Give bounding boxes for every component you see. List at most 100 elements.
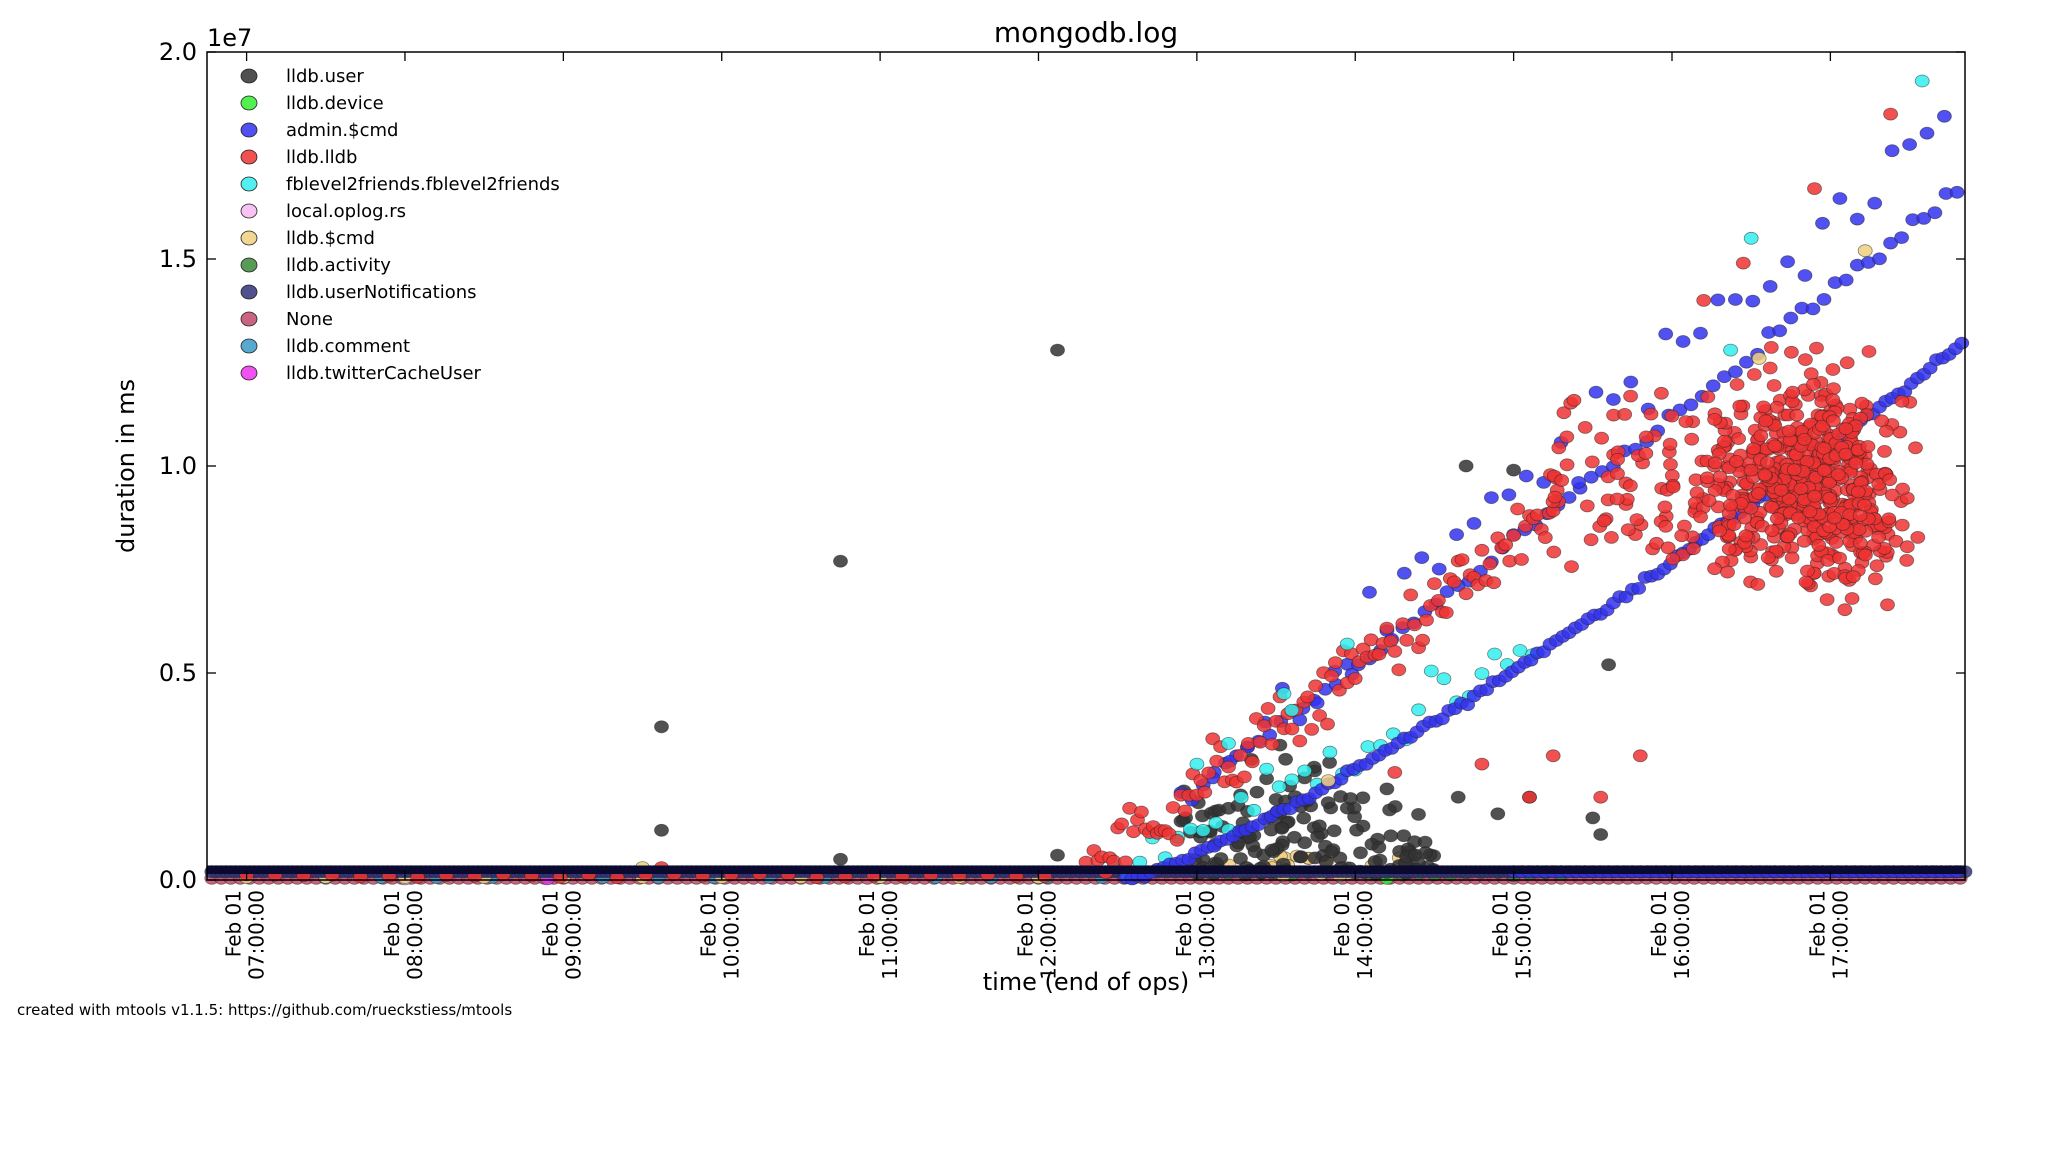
point-lldb-lldb bbox=[1800, 564, 1815, 578]
point-lldb-lldb bbox=[1458, 587, 1474, 601]
point-lldb-lldb bbox=[1764, 524, 1780, 537]
point-lldb-lldb bbox=[1826, 382, 1841, 396]
legend-label: admin.$cmd bbox=[286, 120, 398, 141]
point-lldb-lldb bbox=[1707, 412, 1722, 426]
point-fblevel2friends-fblevel2friends bbox=[1436, 672, 1452, 686]
point-lldb-user bbox=[1383, 829, 1399, 843]
x-tick-label: Feb 01 12:00:00 bbox=[1013, 890, 1060, 980]
point-lldb-lldb bbox=[1438, 606, 1454, 619]
point-lldb-lldb bbox=[1693, 510, 1708, 524]
point-lldb-lldb bbox=[1729, 454, 1744, 468]
point-admin-cmd bbox=[1693, 326, 1708, 340]
point-lldb-lldb bbox=[1415, 633, 1430, 647]
point-lldb-user bbox=[1324, 845, 1339, 859]
point-admin-cmd bbox=[1466, 517, 1482, 530]
point-lldb-lldb bbox=[1809, 341, 1824, 355]
point-lldb-lldb bbox=[1623, 479, 1638, 493]
point-lldb-user bbox=[1506, 463, 1521, 477]
point-lldb-lldb bbox=[1881, 512, 1897, 526]
point-lldb-lldb bbox=[1807, 182, 1822, 196]
point-lldb-lldb bbox=[1197, 785, 1213, 799]
point-lldb-lldb bbox=[1712, 524, 1727, 538]
point-lldb-lldb bbox=[1707, 456, 1723, 470]
point-lldb-lldb bbox=[1707, 484, 1723, 497]
point-lldb-lldb bbox=[1908, 441, 1923, 455]
legend-marker bbox=[240, 149, 258, 165]
point-lldb-user bbox=[1371, 840, 1387, 854]
y-tick-label: 0.0 bbox=[159, 866, 197, 894]
point-lldb-lldb bbox=[1564, 560, 1579, 573]
point-lldb-lldb bbox=[1643, 407, 1659, 421]
point-lldb-lldb bbox=[1654, 386, 1669, 400]
legend-item-admin-cmd: admin.$cmd bbox=[240, 120, 398, 141]
point-lldb-lldb bbox=[1559, 430, 1575, 444]
point-lldb-lldb bbox=[1767, 439, 1783, 453]
point-lldb-lldb bbox=[1737, 511, 1752, 525]
legend-label: lldb.twitterCacheUser bbox=[286, 363, 482, 384]
point-lldb-lldb bbox=[1328, 656, 1343, 669]
legend-marker bbox=[240, 176, 258, 192]
point-lldb-lldb bbox=[1707, 562, 1722, 576]
point-admin-cmd bbox=[1838, 273, 1854, 287]
point-lldb-lldb bbox=[1832, 551, 1847, 565]
point-lldb-lldb bbox=[1663, 457, 1678, 471]
point-admin-cmd bbox=[1439, 585, 1455, 598]
point-lldb-lldb bbox=[1850, 485, 1866, 499]
point-lldb-cmd bbox=[1857, 244, 1873, 258]
legend-marker bbox=[240, 284, 258, 300]
point-lldb-lldb bbox=[1577, 420, 1593, 434]
point-lldb-lldb bbox=[1169, 833, 1185, 847]
y-tick-label: 1.0 bbox=[159, 452, 197, 480]
point-admin-cmd bbox=[1894, 231, 1909, 245]
point-lldb-lldb bbox=[1684, 432, 1700, 446]
point-lldb-lldb bbox=[1894, 394, 1910, 408]
point-lldb-lldb bbox=[1899, 540, 1915, 554]
point-admin-cmd bbox=[1705, 379, 1721, 393]
point-lldb-lldb bbox=[1746, 442, 1762, 456]
point-lldb-lldb bbox=[1566, 393, 1582, 407]
point-lldb-lldb bbox=[1700, 390, 1716, 404]
point-lldb-lldb bbox=[1609, 492, 1625, 506]
point-lldb-lldb bbox=[1802, 505, 1818, 519]
point-lldb-lldb bbox=[1825, 363, 1841, 376]
point-lldb-user bbox=[1312, 819, 1327, 833]
legend-item-lldb-user: lldb.user bbox=[240, 66, 364, 87]
point-lldb-lldb bbox=[1757, 468, 1773, 482]
point-lldb-lldb bbox=[1860, 440, 1876, 453]
point-lldb-lldb bbox=[1729, 378, 1745, 391]
point-admin-cmd bbox=[1484, 491, 1499, 505]
point-lldb-user bbox=[1249, 785, 1265, 799]
point-admin-cmd bbox=[1815, 216, 1830, 230]
point-lldb-lldb bbox=[1846, 570, 1861, 583]
point-lldb-lldb bbox=[1884, 488, 1900, 502]
point-admin-cmd bbox=[1902, 138, 1917, 151]
point-lldb-lldb bbox=[1910, 531, 1926, 544]
point-lldb-lldb bbox=[1699, 471, 1715, 485]
point-lldb-lldb bbox=[1177, 804, 1193, 818]
x-tick-label: Feb 01 08:00:00 bbox=[380, 890, 427, 980]
point-lldb-lldb bbox=[1583, 533, 1599, 547]
point-lldb-user bbox=[1293, 850, 1309, 864]
x-tick-label-time: 11:00:00 bbox=[878, 890, 902, 980]
point-admin-cmd bbox=[1583, 470, 1599, 484]
point-lldb-lldb bbox=[1201, 766, 1217, 780]
point-lldb-lldb bbox=[1738, 529, 1754, 543]
point-admin-cmd bbox=[1739, 355, 1754, 369]
legend-label: lldb.activity bbox=[286, 255, 391, 276]
point-lldb-lldb bbox=[1796, 534, 1812, 548]
point-lldb-lldb bbox=[1391, 663, 1407, 677]
point-admin-cmd bbox=[1832, 192, 1848, 205]
legend-item-local-oplog-rs: local.oplog.rs bbox=[240, 201, 406, 222]
point-lldb-lldb bbox=[1546, 545, 1562, 559]
point-lldb-lldb bbox=[1486, 576, 1502, 590]
scatter-points bbox=[204, 74, 1973, 886]
y-tick-label: 2.0 bbox=[159, 38, 197, 66]
point-fblevel2friends-fblevel2friends bbox=[1423, 664, 1439, 678]
point-lldb-lldb bbox=[1798, 353, 1813, 367]
point-lldb-lldb bbox=[1848, 456, 1864, 470]
point-lldb-lldb bbox=[1623, 389, 1638, 403]
x-tick-label-time: 07:00:00 bbox=[245, 890, 269, 980]
point-fblevel2friends-fblevel2friends bbox=[1246, 803, 1262, 817]
point-fblevel2friends-fblevel2friends bbox=[1183, 822, 1198, 836]
point-fblevel2friends-fblevel2friends bbox=[1284, 773, 1300, 787]
